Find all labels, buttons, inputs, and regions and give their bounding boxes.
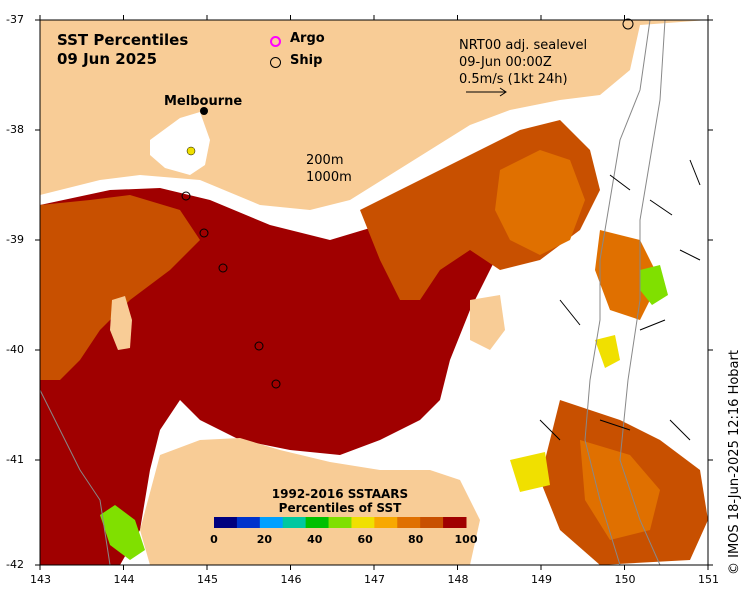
x-tick-label: 143: [30, 573, 51, 586]
flinders-island: [470, 295, 505, 350]
x-tick-label: 147: [364, 573, 385, 586]
velocity-line-2: 09-Jun 00:00Z: [459, 55, 552, 70]
title-line-2: 09 Jun 2025: [57, 50, 158, 68]
y-tick-label: -38: [6, 123, 24, 136]
depth-1000m-label: 1000m: [306, 170, 352, 185]
x-tick-label: 146: [280, 573, 302, 586]
sst-southeast-yellow: [510, 452, 550, 492]
y-axis-ticks: [35, 19, 713, 566]
colorbar-tick-label: 60: [357, 533, 373, 546]
sst-east-green: [640, 265, 668, 305]
city-label-melbourne: Melbourne: [164, 94, 243, 109]
colorbar-tick-label: 20: [256, 533, 273, 546]
x-tick-label: 150: [614, 573, 636, 586]
sst-shelf-mid: [40, 195, 200, 380]
sst-south-east-warm: [580, 440, 660, 540]
x-tick-label: 145: [197, 573, 218, 586]
current-vectors: [466, 87, 701, 441]
tasmania-north-coast: [140, 438, 480, 565]
ship-track: [181, 18, 634, 389]
depth-200m-label: 200m: [306, 153, 344, 168]
velocity-annotation: NRT00 adj. sealevel 09-Jun 00:00Z 0.5m/s…: [459, 37, 587, 88]
x-tick-label: 151: [698, 573, 719, 586]
x-tick-label: 148: [447, 573, 469, 586]
y-tick-label: -41: [6, 453, 24, 466]
colorbar: [214, 517, 467, 528]
sst-east-warm: [495, 150, 585, 255]
legend-ship-label: Ship: [290, 53, 323, 68]
colorbar-swatch: [397, 517, 421, 528]
colorbar-swatch: [259, 517, 284, 528]
colorbar-swatch: [214, 517, 238, 528]
sst-east-patches: [595, 230, 660, 320]
colorbar-swatch: [305, 517, 330, 528]
colorbar-title-line-1: 1992-2016 SSTAARS: [271, 487, 409, 501]
y-tick-label: -40: [6, 343, 24, 356]
legend-argo-label: Argo: [290, 31, 325, 46]
colorbar-swatch: [420, 517, 444, 528]
copyright-credit: © IMOS 18-Jun-2025 12:16 Hobart: [727, 350, 742, 575]
king-island: [110, 296, 132, 350]
velocity-line-3: 0.5m/s (1kt 24h): [459, 72, 568, 87]
bay-obs-marker: [186, 146, 196, 156]
colorbar-tick-label: 0: [210, 533, 218, 546]
colorbar-title-line-2: Percentiles of SST: [278, 501, 402, 515]
x-axis-ticks: [39, 15, 709, 570]
map-title: SST Percentiles 09 Jun 2025: [57, 31, 188, 69]
melbourne-marker: [200, 107, 208, 115]
depth-contour-legend: 200m 1000m: [306, 152, 352, 186]
ship-marker-icon: [270, 57, 281, 68]
argo-marker-icon: [270, 36, 281, 47]
colorbar-tick-label: 40: [307, 533, 323, 546]
sst-east-yellow: [595, 335, 620, 368]
y-tick-label: -39: [6, 233, 24, 246]
isobath-1000m: [619, 19, 666, 566]
y-tick-label: -37: [6, 13, 24, 26]
colorbar-swatch: [351, 517, 375, 528]
colorbar-title: 1992-2016 SSTAARS Percentiles of SST: [214, 487, 466, 515]
y-tick-label: -42: [6, 558, 24, 571]
colorbar-swatch: [282, 517, 307, 528]
title-line-1: SST Percentiles: [57, 31, 189, 49]
velocity-line-1: NRT00 adj. sealevel: [459, 38, 588, 53]
x-tick-label: 149: [531, 573, 552, 586]
colorbar-tick-label: 80: [407, 533, 424, 546]
sst-southwest-green: [100, 505, 145, 560]
colorbar-swatch: [236, 517, 261, 528]
x-tick-label: 144: [113, 573, 135, 586]
isobath-west: [39, 389, 111, 566]
colorbar-swatch: [374, 517, 398, 528]
port-phillip-bay: [150, 112, 210, 175]
colorbar-swatch: [328, 517, 352, 528]
colorbar-tick-label: 100: [454, 533, 478, 546]
isobath-200m: [584, 19, 651, 566]
colorbar-swatch: [443, 517, 467, 528]
